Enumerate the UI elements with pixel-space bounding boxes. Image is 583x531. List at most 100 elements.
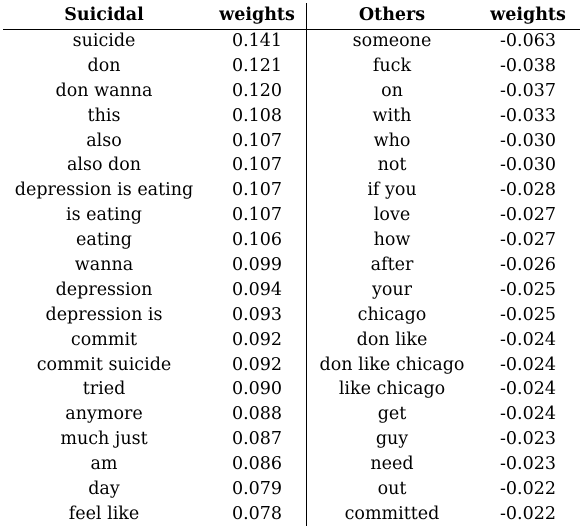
suicidal-weight: 0.088	[231, 404, 283, 425]
others-weight: -0.022	[499, 479, 557, 500]
others-weight: -0.038	[499, 55, 557, 76]
others-weight: -0.025	[499, 279, 557, 300]
suicidal-term: don wanna	[55, 80, 153, 101]
others-weight: -0.024	[499, 379, 557, 400]
table-row: feel like 0.078 committed -0.022	[0, 502, 583, 527]
others-term: like chicago	[338, 379, 446, 400]
table-row: much just 0.087 guy -0.023	[0, 427, 583, 452]
others-weight: -0.025	[499, 304, 557, 325]
others-term: with	[372, 105, 412, 126]
suicidal-weight: 0.106	[231, 230, 283, 251]
others-term: out	[377, 479, 407, 500]
table-row: depression 0.094 your -0.025	[0, 278, 583, 303]
suicidal-weight: 0.094	[231, 279, 283, 300]
suicidal-term: commit suicide	[36, 354, 172, 375]
others-term: don like	[356, 329, 428, 350]
suicidal-term: also don	[66, 155, 142, 176]
column-divider	[306, 3, 308, 526]
suicidal-term: feel like	[68, 503, 140, 524]
table-row: suicide 0.141 someone -0.063	[0, 29, 583, 54]
table-body: suicide 0.141 someone -0.063 don 0.121 fuck -0.…	[0, 29, 583, 527]
suicidal-weight: 0.099	[231, 255, 283, 276]
table-row: depression is eating 0.107 if you -0.028	[0, 178, 583, 203]
table-row: commit suicide 0.092 don like chicago -0.02…	[0, 353, 583, 378]
others-weight: -0.023	[499, 429, 557, 450]
suicidal-weight: 0.120	[231, 80, 283, 101]
others-term: after	[370, 255, 414, 276]
suicidal-term: commit	[70, 329, 138, 350]
others-term: if you	[367, 180, 417, 201]
others-term: someone	[352, 31, 432, 51]
table-row: day 0.079 out -0.022	[0, 477, 583, 502]
suicidal-term: am	[90, 454, 118, 475]
others-weight: -0.024	[499, 329, 557, 350]
header-weights-suicidal: weights	[219, 5, 295, 25]
suicidal-weight: 0.093	[231, 304, 283, 325]
suicidal-term: is eating	[65, 205, 143, 226]
suicidal-weight: 0.107	[231, 130, 283, 151]
suicidal-term: day	[88, 479, 120, 500]
suicidal-term: also	[86, 130, 122, 151]
suicidal-weight: 0.086	[231, 454, 283, 475]
suicidal-term: eating	[76, 230, 132, 251]
others-term: get	[377, 404, 407, 425]
others-term: need	[370, 454, 414, 475]
header-weights-others: weights	[490, 5, 566, 25]
suicidal-term: depression	[55, 279, 153, 300]
table-row: depression is 0.093 chicago -0.025	[0, 303, 583, 328]
suicidal-weight: 0.079	[231, 479, 283, 500]
table-row: anymore 0.088 get -0.024	[0, 402, 583, 427]
header-others: Others	[358, 5, 426, 25]
suicidal-weight: 0.078	[231, 503, 283, 524]
others-weight: -0.024	[499, 354, 557, 375]
others-weight: -0.063	[499, 31, 557, 51]
header-rule	[3, 29, 580, 31]
table-row: tried 0.090 like chicago -0.024	[0, 377, 583, 402]
suicidal-term: anymore	[65, 404, 143, 425]
table-row: wanna 0.099 after -0.026	[0, 253, 583, 278]
others-term: chicago	[357, 304, 427, 325]
suicidal-term: much just	[60, 429, 148, 450]
suicidal-term: depression is	[45, 304, 163, 325]
others-weight: -0.030	[499, 155, 557, 176]
suicidal-term: this	[87, 105, 121, 126]
others-weight: -0.027	[499, 205, 557, 226]
suicidal-weight: 0.107	[231, 155, 283, 176]
table-row: eating 0.106 how -0.027	[0, 228, 583, 253]
suicidal-weight: 0.092	[231, 354, 283, 375]
suicidal-weight: 0.107	[231, 205, 283, 226]
others-weight: -0.030	[499, 130, 557, 151]
suicidal-weight: 0.092	[231, 329, 283, 350]
others-term: not	[377, 155, 407, 176]
others-term: fuck	[372, 55, 412, 76]
table-row: am 0.086 need -0.023	[0, 452, 583, 477]
others-term: love	[373, 205, 411, 226]
others-term: your	[371, 279, 413, 300]
others-weight: -0.024	[499, 404, 557, 425]
table-row: don 0.121 fuck -0.038	[0, 54, 583, 79]
suicidal-weight: 0.107	[231, 180, 283, 201]
suicidal-term: don	[87, 55, 121, 76]
table-row: commit 0.092 don like -0.024	[0, 328, 583, 353]
suicidal-weight: 0.108	[231, 105, 283, 126]
header-suicidal: Suicidal	[64, 5, 144, 25]
suicidal-weight: 0.087	[231, 429, 283, 450]
suicidal-weight: 0.141	[231, 31, 283, 51]
table-row: also don 0.107 not -0.030	[0, 153, 583, 178]
suicidal-term: depression is eating	[14, 180, 194, 201]
others-weight: -0.028	[499, 180, 557, 201]
table-row: is eating 0.107 love -0.027	[0, 203, 583, 228]
others-term: committed	[344, 503, 440, 524]
others-term: on	[381, 80, 403, 101]
others-term: who	[373, 130, 411, 151]
header-row: Suicidal weights Others weights	[0, 0, 583, 30]
suicidal-weight: 0.090	[231, 379, 283, 400]
others-weight: -0.023	[499, 454, 557, 475]
others-weight: -0.026	[499, 255, 557, 276]
others-weight: -0.027	[499, 230, 557, 251]
suicidal-term: suicide	[72, 31, 136, 51]
others-term: how	[373, 230, 411, 251]
suicidal-term: wanna	[74, 255, 134, 276]
suicidal-term: tried	[82, 379, 126, 400]
